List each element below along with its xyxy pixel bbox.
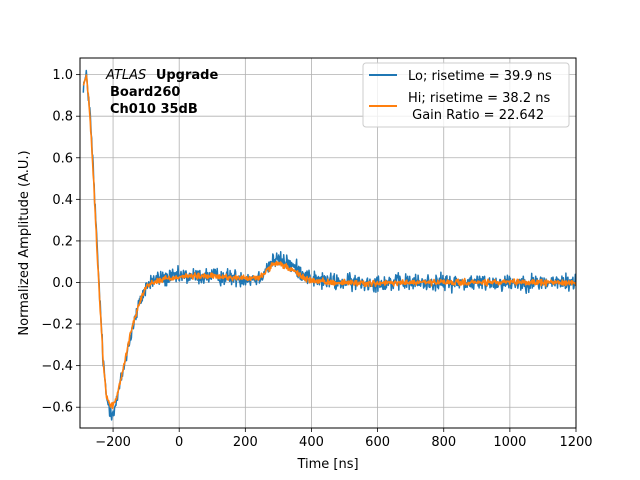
plot-frame: [79, 57, 577, 429]
x-tick-label: 1200: [559, 435, 592, 450]
y-axis-label: Normalized Amplitude (A.U.): [17, 150, 32, 335]
y-tick-label: −0.6: [41, 401, 73, 416]
annotation-line-2: Board260: [110, 85, 180, 100]
y-tick-label: 0.4: [52, 193, 73, 208]
y-tick-label: −0.4: [41, 359, 73, 374]
x-tick-label: 600: [365, 435, 390, 450]
x-tick-label: 200: [233, 435, 258, 450]
y-tick-label: −0.2: [41, 318, 73, 333]
y-tick-label: 0.0: [52, 276, 73, 291]
series-line-hi: [82, 74, 576, 410]
y-tick-label: 0.2: [52, 234, 73, 249]
y-tick-label: 1.0: [52, 68, 73, 83]
legend-label-lo: Lo; risetime = 39.9 ns: [408, 69, 552, 84]
x-axis-label: Time [ns]: [296, 457, 358, 472]
x-tick-label: 0: [175, 435, 183, 450]
legend-box: [362, 62, 570, 128]
annotation-upgrade: Upgrade: [156, 68, 219, 83]
series-group: [82, 69, 576, 421]
ticks: −200 0 200 400 600 800 1000 1200 −0.6 −0.4 −0.2 0.0…: [41, 68, 592, 450]
x-tick-label: 400: [299, 435, 324, 450]
y-tick-label: 0.8: [52, 110, 73, 125]
annotation-atlas: ATLAS: [105, 68, 146, 83]
x-tick-label: −200: [95, 435, 131, 450]
y-tick-label: 0.6: [52, 151, 73, 166]
legend-label-hi: Hi; risetime = 38.2 ns: [408, 91, 550, 106]
legend: Lo; risetime = 39.9 ns Hi; risetime = 38…: [362, 62, 570, 128]
legend-label-gain-ratio: Gain Ratio = 22.642: [408, 108, 544, 123]
annotation: ATLAS Upgrade Board260 Ch010 35dB: [105, 68, 218, 117]
annotation-line-3: Ch010 35dB: [110, 102, 198, 117]
annotation-line-1: ATLAS Upgrade: [105, 68, 218, 83]
x-tick-label: 1000: [493, 435, 526, 450]
x-tick-label: 800: [431, 435, 456, 450]
